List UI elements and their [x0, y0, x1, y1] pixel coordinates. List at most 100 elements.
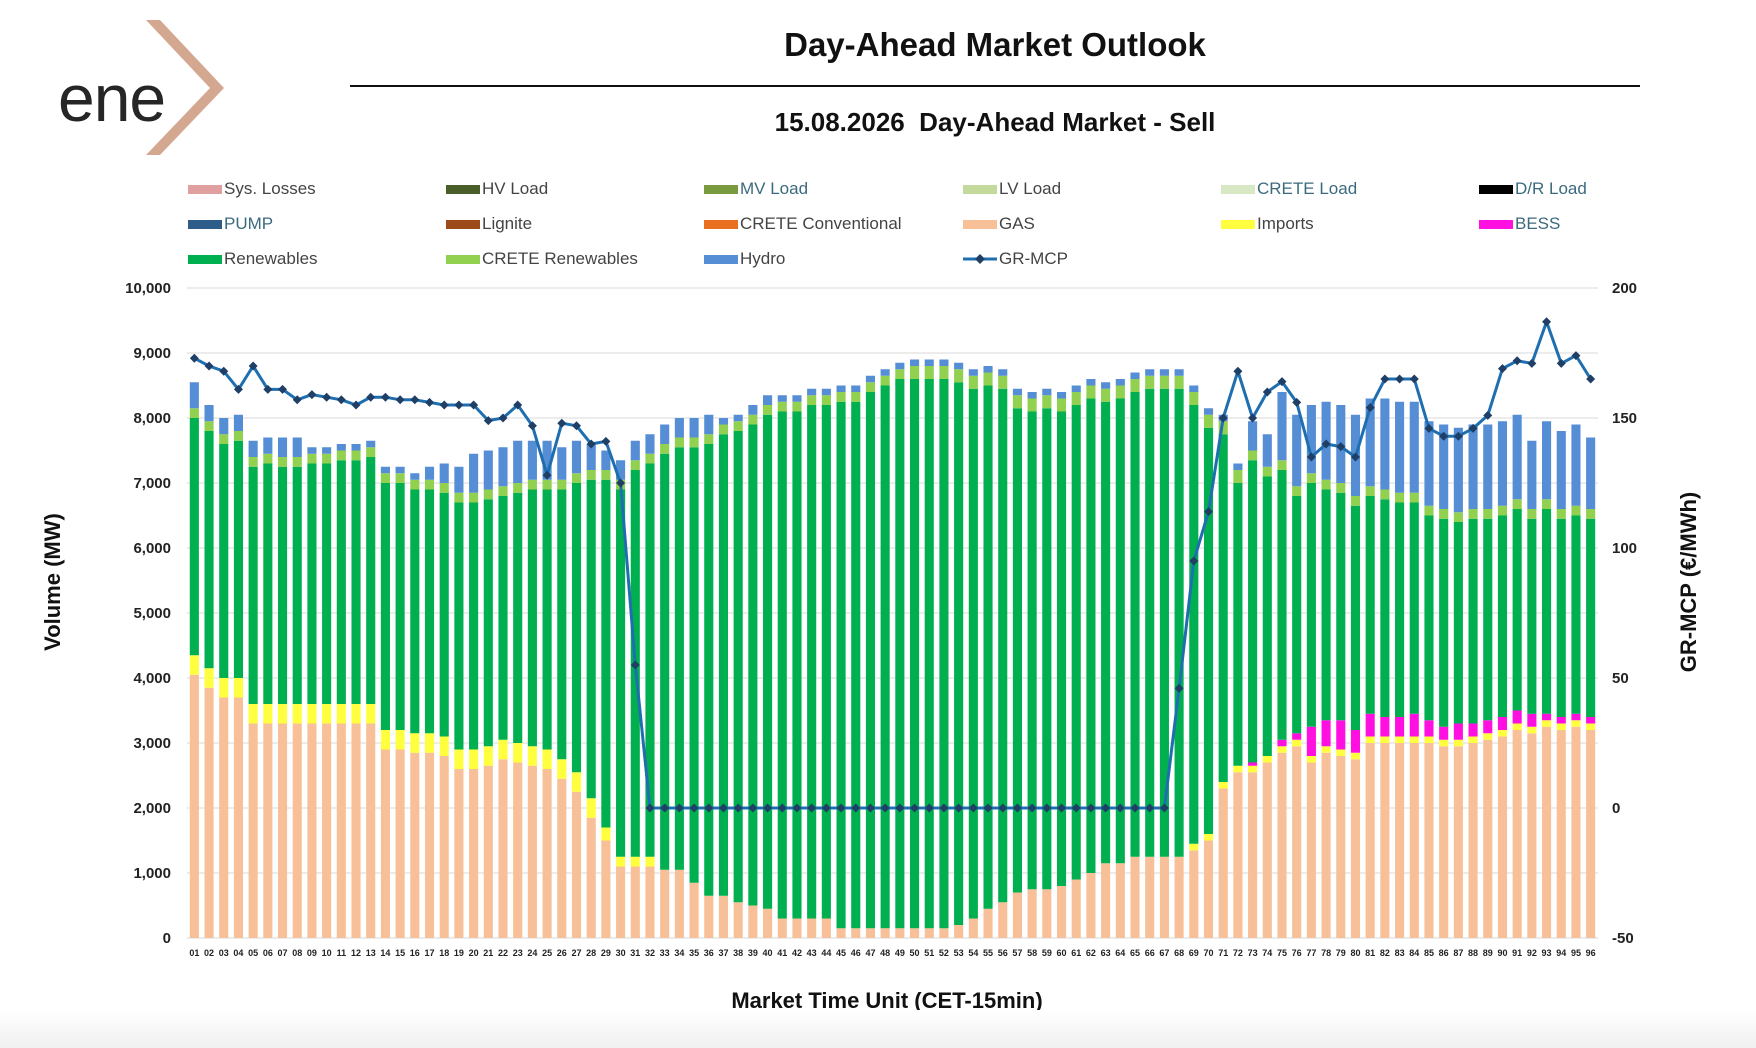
bar-segment-gas: [410, 752, 420, 938]
bar-segment-crete-renewables: [1071, 392, 1081, 405]
bar-segment-renewables: [1527, 518, 1537, 714]
x-tick-label: 78: [1321, 948, 1331, 958]
bar-segment-renewables: [1042, 408, 1052, 890]
x-tick-label: 85: [1424, 948, 1434, 958]
bar-segment-hydro: [1042, 388, 1052, 396]
bar-segment-gas: [1056, 886, 1067, 938]
mcp-point: [278, 384, 288, 394]
mcp-point: [1483, 410, 1493, 420]
bar-segment-crete-renewables: [954, 369, 964, 383]
legend-swatch: [446, 219, 480, 229]
bar-segment-crete-renewables: [380, 473, 390, 483]
bar-segment-crete-renewables: [1248, 450, 1258, 461]
x-tick-label: 42: [792, 948, 802, 958]
bar-segment-renewables: [322, 463, 332, 704]
bar-segment-hydro: [1174, 369, 1184, 376]
y-axis-left: 0 1,000 2,000 3,000 4,000 5,000 6,000 7,000 8,00…: [125, 280, 171, 947]
x-tick-label: 83: [1395, 948, 1405, 958]
mcp-point: [1321, 439, 1331, 449]
y-tick-label: 10,000: [125, 280, 171, 297]
bar-segment-gas: [851, 928, 861, 938]
bar-segment-crete-renewables: [689, 437, 699, 448]
mcp-point: [292, 395, 302, 405]
x-tick-label: 46: [851, 948, 861, 958]
y-tick-label: 1,000: [133, 865, 171, 882]
bar-segment-renewables: [1086, 398, 1096, 873]
bar-segment-hydro: [1203, 408, 1214, 415]
bar-segment-crete-renewables: [189, 408, 199, 418]
x-tick-label: 55: [983, 948, 993, 958]
mcp-point: [836, 803, 846, 813]
bar-segment-gas: [954, 925, 964, 938]
bar-segment-gas: [1321, 752, 1331, 938]
bar-segment-gas: [1497, 736, 1508, 938]
legend-label: Imports: [1257, 214, 1314, 233]
bar-segment-renewables: [1483, 518, 1493, 721]
bar-segment-hydro: [1159, 369, 1169, 376]
bar-segment-imports: [277, 704, 288, 724]
mcp-point: [1189, 556, 1199, 566]
bar-segment-hydro: [939, 359, 949, 366]
mcp-point: [1071, 803, 1081, 813]
x-axis: 01 02 03 04 05 06 07 08 09 10 11 12 13 14 15 16 17 18 19 20…: [189, 948, 1595, 958]
bar-segment-imports: [498, 739, 508, 760]
bar-segment-hydro: [322, 447, 332, 454]
x-tick-label: 81: [1365, 948, 1375, 958]
bar-segment-hydro: [689, 418, 699, 438]
bar-segment-bess: [1292, 733, 1302, 740]
bar-segment-renewables: [1130, 392, 1140, 857]
y-tick-label: 4,000: [133, 670, 171, 687]
bar-segment-renewables: [1439, 518, 1449, 727]
x-tick-label: 96: [1586, 948, 1596, 958]
legend-item-dr-load: D/R Load: [1479, 176, 1587, 202]
bar-segment-gas: [1542, 726, 1552, 938]
legend-swatch: [188, 254, 222, 264]
bar-segment-bess: [1468, 723, 1478, 737]
bar-segment-crete-renewables: [1277, 460, 1287, 470]
bar-segment-renewables: [1218, 434, 1228, 782]
bar-segment-crete-renewables: [630, 460, 640, 470]
bar-segment-crete-renewables: [836, 392, 846, 402]
legend-item-gr-mcp: GR-MCP: [963, 246, 1068, 272]
x-tick-label: 48: [880, 948, 890, 958]
bar-segment-imports: [1483, 733, 1493, 740]
legend-item-lignite: Lignite: [446, 211, 532, 237]
bar-segment-crete-renewables: [1056, 398, 1067, 412]
x-tick-label: 26: [557, 948, 567, 958]
bar-segment-crete-renewables: [336, 450, 346, 461]
bar-segment-imports: [1586, 723, 1596, 730]
bar-segment-renewables: [1071, 405, 1081, 880]
bar-segment-hydro: [469, 453, 479, 493]
x-tick-label: 95: [1571, 948, 1581, 958]
bar-segment-crete-renewables: [660, 444, 670, 454]
legend-swatch: [446, 184, 480, 194]
bar-segment-hydro: [660, 424, 670, 444]
x-tick-label: 70: [1204, 948, 1214, 958]
mcp-point: [821, 803, 831, 813]
y-tick-label: 5,000: [133, 605, 171, 622]
bar-segment-hydro: [292, 437, 302, 457]
bar-segment-gas: [674, 869, 684, 938]
bar-segment-renewables: [968, 388, 978, 919]
bar-segment-renewables: [233, 440, 243, 678]
bar-segment-renewables: [836, 401, 846, 929]
bar-segment-imports: [307, 704, 317, 724]
bar-segment-gas: [777, 918, 787, 938]
x-tick-label: 40: [763, 948, 773, 958]
bar-segment-gas: [277, 723, 288, 938]
bar-segment-crete-renewables: [1042, 395, 1052, 409]
bar-segment-hydro: [380, 466, 390, 474]
bar-segment-gas: [557, 778, 567, 938]
bar-segment-gas: [498, 759, 508, 938]
mcp-point: [1409, 374, 1419, 384]
mcp-line: [189, 317, 1596, 813]
x-tick-label: 69: [1189, 948, 1199, 958]
bar-segment-gas: [616, 866, 626, 938]
bar-segment-gas: [1262, 762, 1272, 938]
x-tick-label: 64: [1115, 948, 1125, 958]
bar-segment-gas: [189, 674, 199, 938]
legend-swatch: [188, 219, 222, 229]
mcp-point: [968, 803, 978, 813]
bar-segment-imports: [1395, 736, 1405, 743]
bar-segment-crete-renewables: [1409, 492, 1419, 503]
